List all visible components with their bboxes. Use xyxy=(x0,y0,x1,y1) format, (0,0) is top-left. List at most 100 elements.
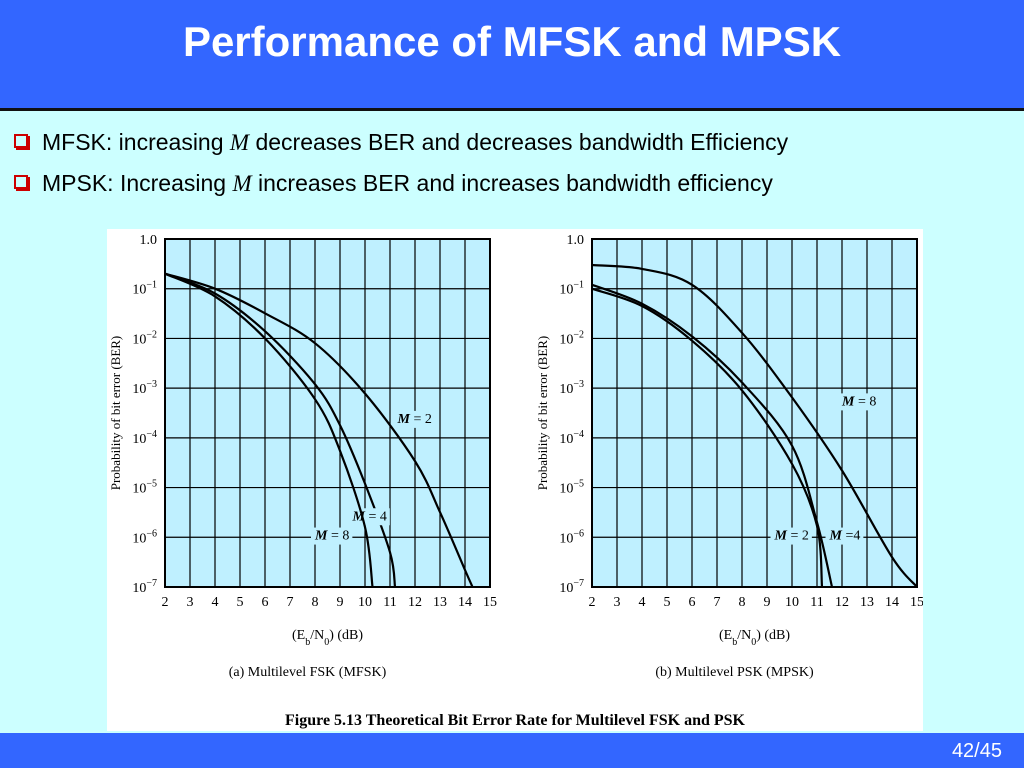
series-label-var: M xyxy=(314,529,328,544)
series-label-value: = 2 xyxy=(787,529,809,544)
series-label-bg xyxy=(825,527,864,545)
x-tick-label: 5 xyxy=(237,595,244,610)
x-axis-label-part: ) (dB) xyxy=(756,628,790,643)
x-tick-label: 14 xyxy=(885,595,899,610)
title-divider xyxy=(0,108,1024,111)
y-axis-label: Probability of bit error (BER) xyxy=(108,336,123,491)
x-axis-label: (Eb/N0) (dB) xyxy=(292,628,363,648)
x-axis-label-part: (E xyxy=(719,628,732,643)
x-axis-label-subscript: 0 xyxy=(324,637,329,648)
y-tick-exponent: −6 xyxy=(146,528,157,539)
bullet-text: MFSK: increasing xyxy=(42,129,230,155)
y-tick-exponent: −2 xyxy=(146,329,157,340)
y-tick-exponent: −7 xyxy=(573,578,584,589)
y-tick-exponent: −6 xyxy=(573,528,584,539)
bullet-mfsk: MFSK: increasing M decreases BER and dec… xyxy=(14,129,788,156)
x-axis-label-part: (E xyxy=(292,628,305,643)
checkbox-bullet-icon xyxy=(14,174,28,189)
x-tick-label: 12 xyxy=(408,595,422,610)
bullet-mpsk: MPSK: Increasing M increases BER and inc… xyxy=(14,170,773,197)
y-tick-label: 10−6 xyxy=(132,528,157,546)
bullet-variable: M xyxy=(232,171,252,196)
series-label-bg xyxy=(393,410,435,428)
y-tick-label: 10−6 xyxy=(559,528,584,546)
series-label: M = 8 xyxy=(314,529,349,544)
series-line xyxy=(164,272,474,588)
y-tick-exponent: −7 xyxy=(146,578,157,589)
series-line xyxy=(164,272,374,588)
x-axis-label-subscript: b xyxy=(305,637,310,648)
series-label-var: M xyxy=(774,529,788,544)
x-tick-label: 6 xyxy=(689,595,696,610)
series-label-value: = 4 xyxy=(365,509,387,524)
y-tick-label: 10−1 xyxy=(559,280,584,298)
series-label-var: M xyxy=(397,412,411,427)
x-tick-label: 2 xyxy=(589,595,596,610)
x-tick-label: 9 xyxy=(764,595,771,610)
series-line xyxy=(591,283,834,588)
y-tick-label: 10−3 xyxy=(559,379,584,397)
y-tick-exponent: −3 xyxy=(146,379,157,390)
x-tick-label: 7 xyxy=(287,595,294,610)
bullet-text: MPSK: Increasing xyxy=(42,170,233,196)
x-axis-label-subscript: 0 xyxy=(751,637,756,648)
x-axis-label-part: ) (dB) xyxy=(329,628,363,643)
series-label-value: = 8 xyxy=(327,529,349,544)
y-tick-label: 10−3 xyxy=(132,379,157,397)
x-tick-label: 15 xyxy=(910,595,923,610)
x-axis-label-part: /N xyxy=(737,628,751,643)
series-label-bg xyxy=(348,508,390,526)
series-label: M =4 xyxy=(829,529,861,544)
x-tick-label: 8 xyxy=(312,595,319,610)
x-tick-label: 2 xyxy=(162,595,169,610)
page-number: 42/45 xyxy=(951,740,1002,762)
y-tick-exponent: −2 xyxy=(573,329,584,340)
plot-frame xyxy=(591,238,918,588)
x-tick-label: 4 xyxy=(639,595,646,610)
y-tick-exponent: −3 xyxy=(573,379,584,390)
panel-subtitle: (a) Multilevel FSK (MFSK) xyxy=(229,665,387,680)
x-tick-label: 4 xyxy=(212,595,219,610)
y-tick-exponent: −4 xyxy=(573,429,584,440)
y-tick-label: 10−7 xyxy=(132,578,157,596)
figure-caption: Figure 5.13 Theoretical Bit Error Rate f… xyxy=(285,712,746,729)
plot-frame xyxy=(164,238,491,588)
y-tick-label: 10−4 xyxy=(559,429,584,447)
y-tick-label: 10−4 xyxy=(132,429,157,447)
x-tick-label: 11 xyxy=(810,595,823,610)
series-label-value: =4 xyxy=(842,529,860,544)
x-tick-label: 10 xyxy=(358,595,372,610)
y-tick-label: 1.0 xyxy=(140,233,158,248)
chart-panel-mfsk: 1.010−110−210−310−410−510−610−72 3 4 5 6 7 8 9 1… xyxy=(108,233,497,680)
footer-bar: 42/45 xyxy=(0,733,1024,768)
x-tick-label: 15 xyxy=(483,595,497,610)
y-tick-label: 10−5 xyxy=(132,479,157,497)
x-tick-label: 10 xyxy=(785,595,799,610)
x-tick-label: 3 xyxy=(614,595,621,610)
series-line xyxy=(591,263,918,588)
series-label-var: M xyxy=(829,529,843,544)
series-label: M = 2 xyxy=(774,529,809,544)
series-label: M = 2 xyxy=(397,412,432,427)
x-tick-label: 8 xyxy=(739,595,746,610)
ber-figure: 1.0 10−1 10−2 10−3 10−4 10−5 10−6 10−7 2 3 4 5 6 7 8 9 1… xyxy=(107,229,923,731)
x-tick-label: 5 xyxy=(664,595,671,610)
y-tick-exponent: −1 xyxy=(573,280,584,291)
chart-panel-mpsk: 1.010−110−210−310−410−510−610−72 3 4 5 6 7 8 9 1… xyxy=(535,233,923,680)
series-label-bg xyxy=(770,527,812,545)
x-tick-label: 11 xyxy=(383,595,396,610)
x-tick-label: 9 xyxy=(337,595,344,610)
x-tick-label: 7 xyxy=(714,595,721,610)
bullet-variable: M xyxy=(229,130,250,155)
series-label: M = 8 xyxy=(841,394,876,409)
title-bar: Performance of MFSK and MPSK xyxy=(0,0,1024,108)
y-tick-label: 10−2 xyxy=(559,329,584,347)
y-tick-label: 10−2 xyxy=(132,329,157,347)
x-tick-label: 14 xyxy=(458,595,472,610)
panel-subtitle: (b) Multilevel PSK (MPSK) xyxy=(655,665,814,680)
checkbox-bullet-icon xyxy=(14,133,28,148)
y-tick-exponent: −4 xyxy=(146,429,157,440)
y-tick-exponent: −5 xyxy=(573,479,584,490)
y-tick-label: 10−1 xyxy=(132,280,157,298)
x-tick-label: 13 xyxy=(433,595,447,610)
